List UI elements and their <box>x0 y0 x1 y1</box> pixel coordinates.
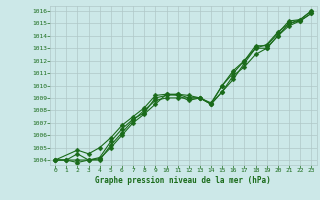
X-axis label: Graphe pression niveau de la mer (hPa): Graphe pression niveau de la mer (hPa) <box>95 176 271 185</box>
